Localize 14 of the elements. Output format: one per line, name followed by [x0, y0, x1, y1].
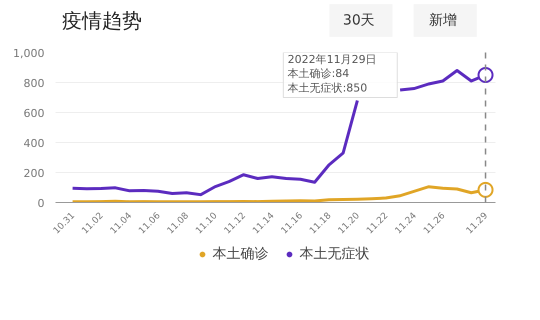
text: 新增	[429, 12, 458, 28]
annotation: 2022年11月29日	[288, 52, 377, 66]
legend-label: 本土无症状	[300, 245, 370, 263]
chart-title: 疫情趋势	[62, 8, 142, 32]
text: 30天	[342, 12, 375, 28]
annotation: 本土确诊:84	[288, 67, 350, 80]
y-tick-label: 0	[38, 197, 44, 210]
y-tick-label: 200	[24, 167, 45, 180]
y-tick-label: 800	[24, 77, 45, 90]
y-tick-label: 600	[24, 107, 45, 120]
annotation: 本土无症状:850	[288, 81, 368, 94]
legend-label: 本土确诊	[212, 245, 268, 263]
y-tick-label: 400	[24, 137, 45, 150]
y-tick-label: 1,000	[13, 47, 45, 60]
